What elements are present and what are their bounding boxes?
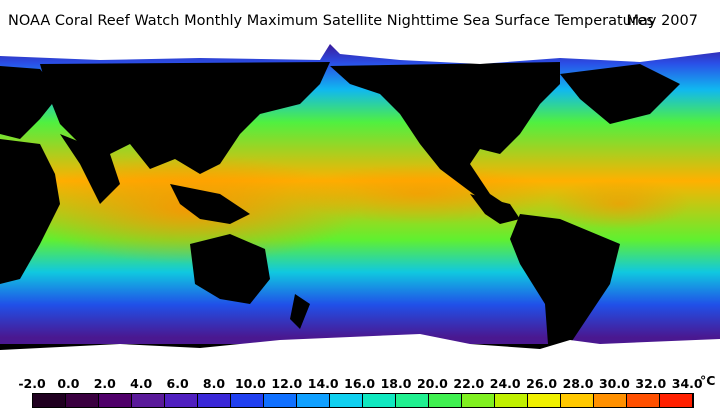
south-america (510, 214, 620, 362)
map-title: NOAA Coral Reef Watch Monthly Maximum Sa… (8, 13, 654, 29)
sea-ice (0, 44, 720, 370)
scale-tick-label: -2.0 (18, 376, 46, 391)
north-america (330, 62, 560, 204)
scale-swatch (231, 394, 264, 407)
scale-swatch (495, 394, 528, 407)
scale-tick-label: 32.0 (635, 376, 667, 391)
scale-swatch (330, 394, 363, 407)
central-america (470, 194, 520, 224)
scale-unit: °C (700, 373, 716, 388)
scale-swatch (396, 394, 429, 407)
scale-tick-label: 34.0 (671, 376, 703, 391)
scale-swatch (627, 394, 660, 407)
scale-swatch (297, 394, 330, 407)
sst-map-image (0, 44, 720, 370)
scale-tick-label: 12.0 (271, 376, 303, 391)
scale-tick-label: 20.0 (416, 376, 448, 391)
scale-swatches (32, 393, 694, 408)
scale-swatch (561, 394, 594, 407)
scale-swatch (264, 394, 297, 407)
new-zealand (290, 294, 310, 329)
scale-swatch (429, 394, 462, 407)
australia (190, 234, 270, 304)
scale-swatch (594, 394, 627, 407)
scale-tick-label: 24.0 (489, 376, 521, 391)
scale-swatch (528, 394, 561, 407)
arctic-ice-right (330, 44, 720, 64)
atlantic-warm-band (550, 179, 690, 229)
color-scale: -2.0 0.0 2.0 4.0 6.0 8.0 10.0 12.0 14.0 16.0 18.0 2… (0, 370, 720, 411)
scale-tick-label: 28.0 (562, 376, 594, 391)
antarctic-ice (0, 334, 720, 370)
scale-tick-label: 4.0 (130, 376, 153, 391)
eurasia (40, 62, 330, 174)
scale-tick-label: 18.0 (380, 376, 412, 391)
scale-swatch (363, 394, 396, 407)
scale-tick-label: 16.0 (344, 376, 376, 391)
sst-map (0, 44, 720, 370)
arctic-ice-left (0, 44, 330, 60)
scale-tick-label: 22.0 (453, 376, 485, 391)
scale-tick-label: 0.0 (57, 376, 80, 391)
southeast-asia-islands (170, 184, 250, 224)
scale-tick-label: 14.0 (307, 376, 339, 391)
title-bar: NOAA Coral Reef Watch Monthly Maximum Sa… (0, 0, 720, 44)
scale-tick-label: 10.0 (234, 376, 266, 391)
africa-east-part (0, 139, 60, 284)
scale-swatch (33, 394, 66, 407)
scale-swatch (66, 394, 99, 407)
map-date: May 2007 (626, 13, 699, 29)
scale-swatch (99, 394, 132, 407)
greenland (560, 64, 680, 124)
scale-swatch (165, 394, 198, 407)
scale-swatch (132, 394, 165, 407)
scale-tick-label: 6.0 (166, 376, 189, 391)
scale-swatch (660, 394, 693, 407)
arabia-india (60, 134, 120, 204)
scale-swatch (198, 394, 231, 407)
scale-tick-label: 8.0 (202, 376, 226, 391)
europe (0, 66, 60, 139)
scale-tick-label: 2.0 (93, 376, 116, 391)
scale-tick-label: 26.0 (526, 376, 558, 391)
scale-tick-label: 30.0 (598, 376, 630, 391)
scale-swatch (462, 394, 495, 407)
